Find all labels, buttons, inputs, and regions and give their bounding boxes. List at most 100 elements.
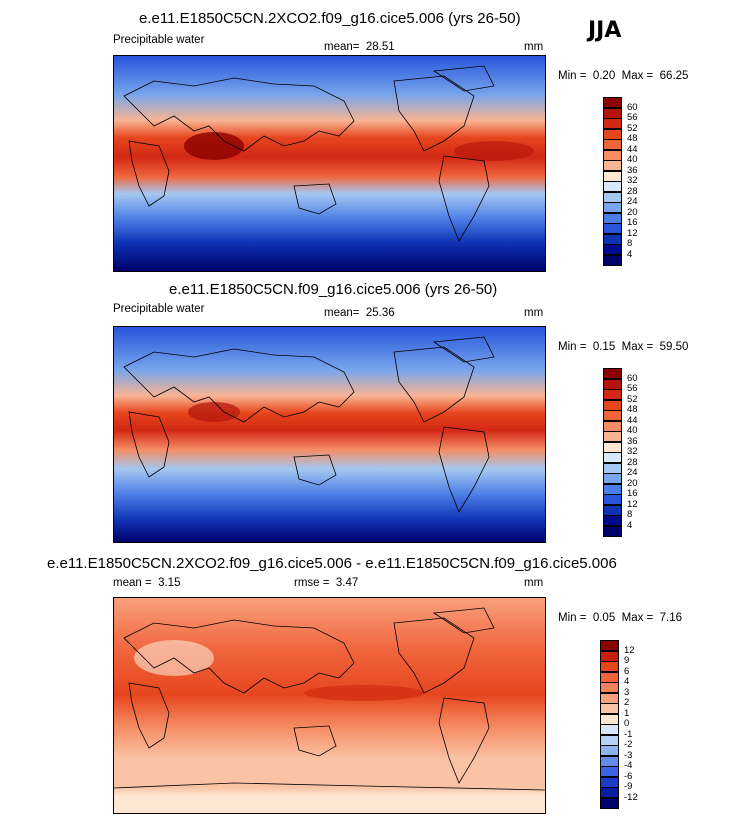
colorbar-swatch bbox=[600, 797, 619, 809]
colorbar-swatch bbox=[603, 244, 622, 255]
panel3-map bbox=[113, 597, 546, 814]
colorbar-swatch bbox=[603, 107, 622, 119]
colorbar-tick-label: 8 bbox=[627, 238, 633, 249]
colorbar-tick-label: 36 bbox=[627, 435, 638, 447]
colorbar-swatch bbox=[600, 713, 619, 725]
colorbar-tick-label: 9 bbox=[624, 655, 630, 666]
panel2-min-label: Min = bbox=[558, 341, 587, 353]
colorbar-swatch bbox=[603, 473, 622, 484]
colorbar-tick-label: 52 bbox=[627, 122, 638, 134]
colorbar-swatch bbox=[600, 776, 619, 788]
panel2-max-label: Max = bbox=[621, 341, 654, 353]
colorbar-tick-label: -1 bbox=[624, 728, 633, 740]
colorbar-tick-label: 28 bbox=[627, 456, 638, 468]
colorbar-swatch bbox=[600, 692, 619, 704]
colorbar-tick-label: 8 bbox=[627, 509, 633, 520]
colorbar-tick-label: -12 bbox=[624, 791, 638, 803]
colorbar-swatch bbox=[603, 212, 622, 224]
colorbar-swatch bbox=[603, 97, 622, 108]
panel1-colorbar: 60 56 52 48 44 40 36 32 28 24 20 16 12 8 4 bbox=[603, 97, 653, 267]
colorbar-tick-label: 56 bbox=[627, 383, 638, 394]
colorbar-tick-label: 1 bbox=[624, 707, 630, 719]
colorbar-swatch bbox=[600, 734, 619, 746]
colorbar-swatch bbox=[600, 671, 619, 683]
colorbar-swatch bbox=[603, 181, 622, 192]
colorbar-tick-label: 20 bbox=[627, 206, 638, 218]
panel1-map bbox=[113, 55, 546, 272]
colorbar-swatch bbox=[603, 160, 622, 171]
colorbar-tick-label: -9 bbox=[624, 781, 633, 792]
colorbar-tick-label: 40 bbox=[627, 425, 638, 436]
colorbar-tick-label: 2 bbox=[624, 697, 630, 708]
colorbar-tick-label: -2 bbox=[624, 739, 633, 750]
colorbar-swatch bbox=[603, 410, 622, 421]
panel3-rmse-value: 3.47 bbox=[335, 577, 359, 589]
panel1-minmax: Min = 0.20 Max = 66.25 bbox=[558, 70, 688, 82]
colorbar-swatch bbox=[603, 431, 622, 442]
colorbar-swatch bbox=[603, 191, 622, 203]
colorbar-tick-label: 4 bbox=[624, 676, 630, 687]
colorbar-swatch bbox=[603, 149, 622, 161]
panel3-colorbar: 12 9 6 4 3 2 1 0 -1 -2 -3 -4 -6 -9 -12 bbox=[600, 640, 650, 810]
colorbar-swatch bbox=[603, 118, 622, 129]
panel1-mean-value: 28.51 bbox=[365, 41, 395, 53]
panel2-map-plot bbox=[114, 327, 545, 542]
colorbar-swatch bbox=[600, 661, 619, 672]
colorbar-tick-label: 24 bbox=[627, 196, 638, 207]
colorbar-swatch bbox=[600, 745, 619, 756]
panel3-map-plot bbox=[114, 598, 545, 813]
colorbar-tick-label: 12 bbox=[624, 644, 635, 656]
colorbar-tick-label: -4 bbox=[624, 760, 633, 771]
panel1-max-label: Max = bbox=[621, 70, 654, 82]
colorbar-swatch bbox=[603, 170, 622, 182]
colorbar-swatch bbox=[603, 525, 622, 537]
colorbar-swatch bbox=[603, 452, 622, 463]
colorbar-tick-label: 4 bbox=[627, 519, 633, 531]
colorbar-swatch bbox=[603, 483, 622, 495]
panel3-max-label: Max = bbox=[621, 612, 654, 624]
colorbar-tick-label: 60 bbox=[627, 101, 638, 113]
colorbar-tick-label: 28 bbox=[627, 185, 638, 197]
colorbar-swatch bbox=[603, 223, 622, 234]
colorbar-tick-label: 12 bbox=[627, 227, 638, 239]
colorbar-swatch bbox=[600, 755, 619, 767]
colorbar-swatch bbox=[603, 420, 622, 432]
panel3-mean-label: mean = bbox=[113, 577, 152, 589]
panel1-mean-label: mean= bbox=[324, 41, 360, 53]
colorbar-tick-label: 24 bbox=[627, 467, 638, 478]
colorbar-swatch bbox=[603, 233, 622, 245]
season-label: JJA bbox=[588, 18, 622, 43]
panel3-mean: mean = 3.15 bbox=[113, 577, 180, 589]
colorbar-tick-label: -6 bbox=[624, 770, 633, 782]
colorbar-tick-label: 12 bbox=[627, 498, 638, 510]
colorbar-swatch bbox=[600, 703, 619, 714]
colorbar-swatch bbox=[603, 254, 622, 266]
colorbar-swatch bbox=[600, 682, 619, 693]
panel3-mean-value: 3.15 bbox=[158, 577, 181, 589]
colorbar-swatch bbox=[600, 787, 619, 798]
colorbar-tick-label: 40 bbox=[627, 154, 638, 165]
panel1-max-value: 66.25 bbox=[659, 70, 689, 82]
colorbar-swatch bbox=[603, 494, 622, 505]
panel2-minmax: Min = 0.15 Max = 59.50 bbox=[558, 341, 688, 353]
panel2-units: mm bbox=[524, 307, 544, 319]
panel2-colorbar: 60 56 52 48 44 40 36 32 28 24 20 16 12 8 4 bbox=[603, 368, 653, 538]
panel2-mean-label: mean= bbox=[324, 307, 360, 319]
colorbar-swatch bbox=[603, 515, 622, 526]
colorbar-tick-label: 4 bbox=[627, 248, 633, 260]
panel2-variable-label: Precipitable water bbox=[113, 303, 205, 315]
colorbar-tick-label: 3 bbox=[624, 686, 630, 698]
colorbar-tick-label: 44 bbox=[627, 143, 638, 155]
colorbar-tick-label: 56 bbox=[627, 112, 638, 123]
panel1-map-plot bbox=[114, 56, 545, 271]
panel1-title: e.e11.E1850C5CN.2XCO2.f09_g16.cice5.006 … bbox=[139, 10, 521, 27]
panel3-max-value: 7.16 bbox=[659, 612, 683, 624]
colorbar-tick-label: 20 bbox=[627, 477, 638, 489]
panel3-minmax: Min = 0.05 Max = 7.16 bbox=[558, 612, 682, 624]
panel1-mean: mean= 28.51 bbox=[324, 41, 395, 53]
colorbar-tick-label: 16 bbox=[627, 488, 638, 499]
colorbar-tick-label: 32 bbox=[627, 446, 638, 457]
colorbar-swatch bbox=[603, 462, 622, 474]
colorbar-swatch bbox=[603, 368, 622, 379]
panel3-title: e.e11.E1850C5CN.2XCO2.f09_g16.cice5.006 … bbox=[47, 555, 617, 572]
